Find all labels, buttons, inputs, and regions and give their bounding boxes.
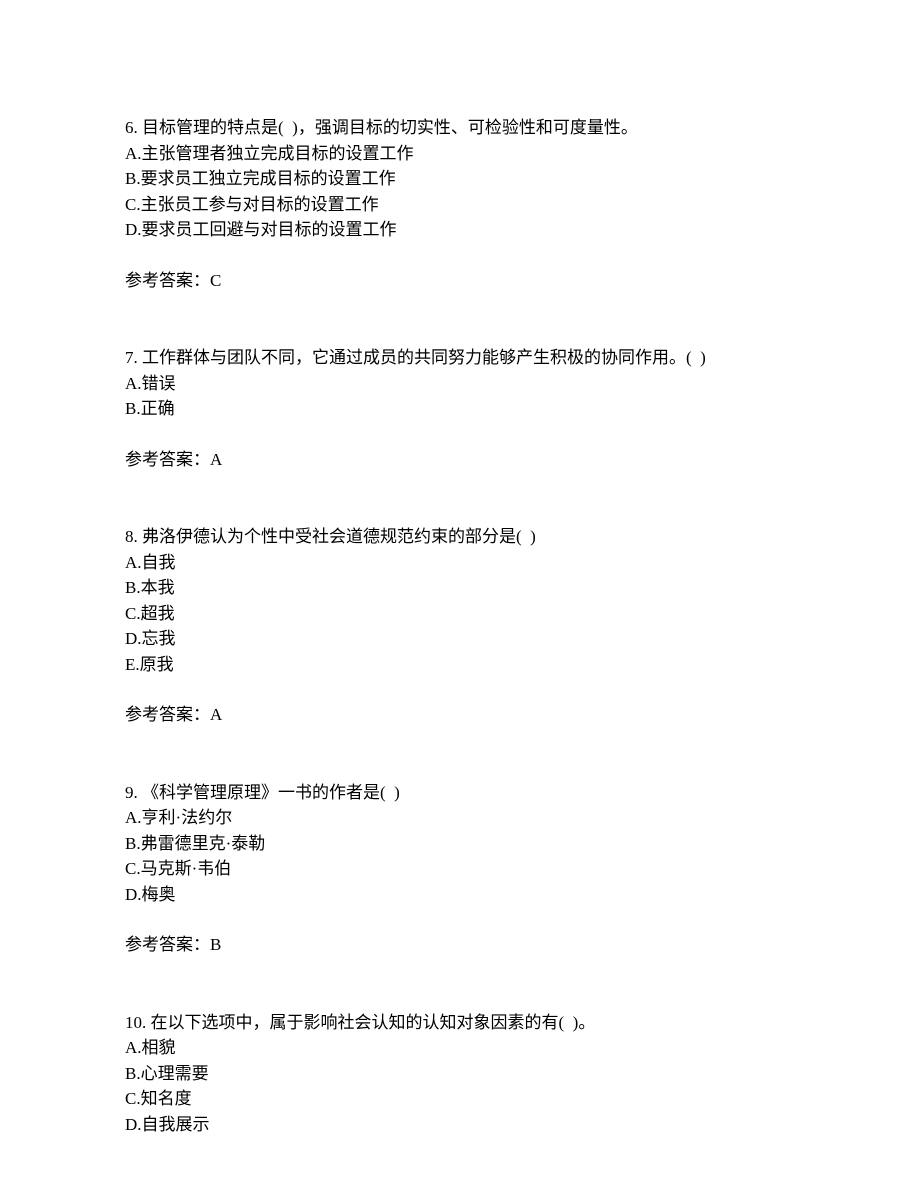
option-d: D.忘我 <box>125 626 795 652</box>
answer-label: 参考答案： <box>125 271 210 290</box>
option-a: A.亨利·法约尔 <box>125 805 795 831</box>
option-a: A.错误 <box>125 371 795 397</box>
answer-value: B <box>210 935 221 954</box>
question-stem: 9. 《科学管理原理》一书的作者是( ) <box>125 780 795 806</box>
option-a: A.自我 <box>125 550 795 576</box>
answer-value: A <box>210 705 222 724</box>
answer-value: C <box>210 271 221 290</box>
answer-label: 参考答案： <box>125 450 210 469</box>
answer-label: 参考答案： <box>125 935 210 954</box>
answer-block: 参考答案：C <box>125 268 795 294</box>
option-d: D.自我展示 <box>125 1112 795 1138</box>
option-b: B.心理需要 <box>125 1061 795 1087</box>
answer-label: 参考答案： <box>125 705 210 724</box>
question-stem: 10. 在以下选项中，属于影响社会认知的认知对象因素的有( )。 <box>125 1010 795 1036</box>
option-c: C.知名度 <box>125 1086 795 1112</box>
question-7: 7. 工作群体与团队不同，它通过成员的共同努力能够产生积极的协同作用。( ) A… <box>125 345 795 472</box>
option-e: E.原我 <box>125 652 795 678</box>
option-b: B.弗雷德里克·泰勒 <box>125 831 795 857</box>
answer-block: 参考答案：A <box>125 447 795 473</box>
question-stem: 7. 工作群体与团队不同，它通过成员的共同努力能够产生积极的协同作用。( ) <box>125 345 795 371</box>
option-b: B.本我 <box>125 575 795 601</box>
question-6: 6. 目标管理的特点是( )，强调目标的切实性、可检验性和可度量性。 A.主张管… <box>125 115 795 293</box>
question-stem: 8. 弗洛伊德认为个性中受社会道德规范约束的部分是( ) <box>125 524 795 550</box>
answer-value: A <box>210 450 222 469</box>
option-a: A.相貌 <box>125 1035 795 1061</box>
option-b: B.要求员工独立完成目标的设置工作 <box>125 166 795 192</box>
option-a: A.主张管理者独立完成目标的设置工作 <box>125 141 795 167</box>
question-9: 9. 《科学管理原理》一书的作者是( ) A.亨利·法约尔 B.弗雷德里克·泰勒… <box>125 780 795 958</box>
option-c: C.马克斯·韦伯 <box>125 856 795 882</box>
option-b: B.正确 <box>125 396 795 422</box>
option-c: C.主张员工参与对目标的设置工作 <box>125 192 795 218</box>
answer-block: 参考答案：B <box>125 932 795 958</box>
question-stem: 6. 目标管理的特点是( )，强调目标的切实性、可检验性和可度量性。 <box>125 115 795 141</box>
answer-block: 参考答案：A <box>125 702 795 728</box>
option-d: D.梅奥 <box>125 882 795 908</box>
question-10: 10. 在以下选项中，属于影响社会认知的认知对象因素的有( )。 A.相貌 B.… <box>125 1010 795 1138</box>
option-c: C.超我 <box>125 601 795 627</box>
document-content: 6. 目标管理的特点是( )，强调目标的切实性、可检验性和可度量性。 A.主张管… <box>125 115 795 1137</box>
question-8: 8. 弗洛伊德认为个性中受社会道德规范约束的部分是( ) A.自我 B.本我 C… <box>125 524 795 728</box>
option-d: D.要求员工回避与对目标的设置工作 <box>125 217 795 243</box>
